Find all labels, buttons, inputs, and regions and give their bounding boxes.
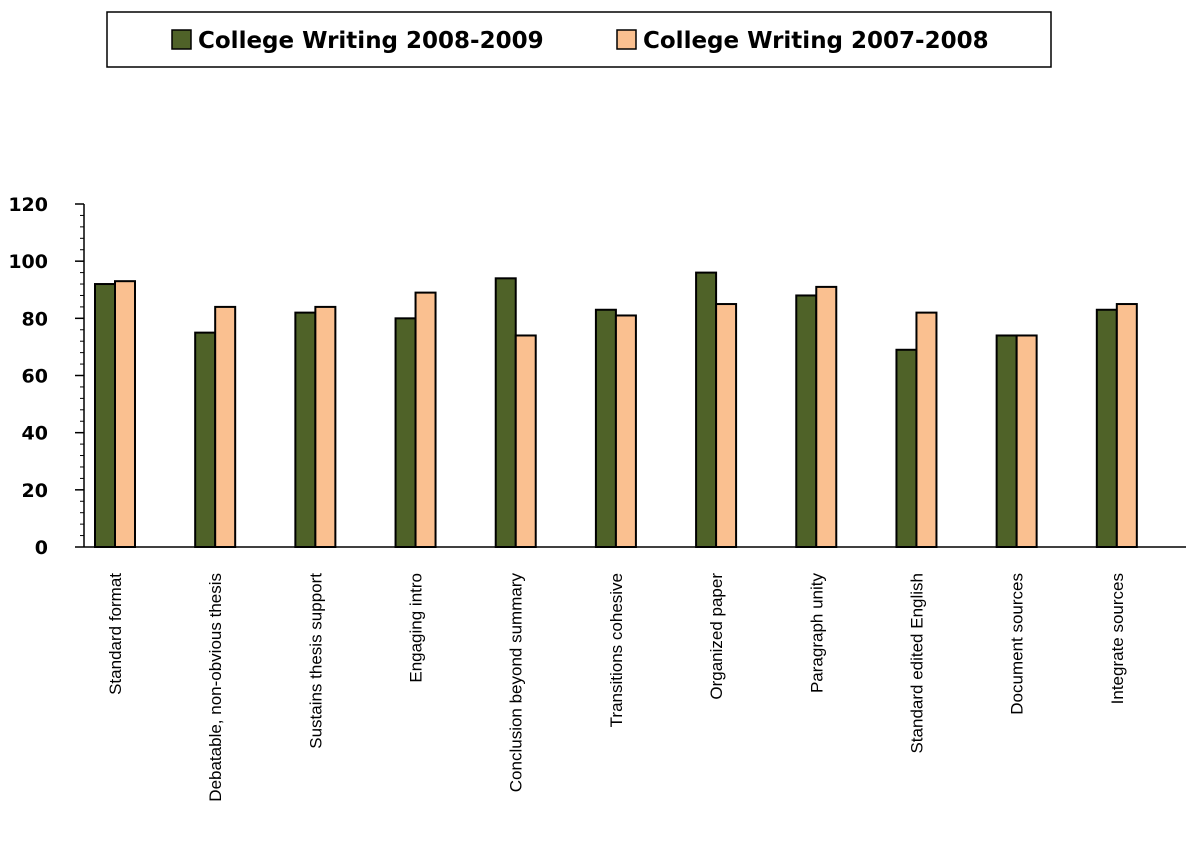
category-label: Standard format: [106, 573, 125, 695]
bar-2007-2008: [815, 285, 838, 548]
category-label: Sustains thesis support: [306, 573, 325, 749]
bar-2008-2009: [995, 334, 1018, 548]
legend-swatch-2007-2008: [616, 29, 637, 50]
category-label: Engaging intro: [407, 573, 426, 683]
category-label: Debatable, non-obvious thesis: [206, 573, 225, 802]
bar-2007-2008: [915, 311, 938, 548]
bar-2008-2009: [394, 317, 417, 549]
y-tick-label: 40: [22, 423, 48, 445]
bar-2008-2009: [1095, 308, 1118, 548]
legend-box: [106, 11, 1052, 68]
bar-2008-2009: [194, 331, 217, 548]
y-tick-label: 100: [8, 251, 48, 273]
bar-2007-2008: [214, 305, 237, 548]
bar-2008-2009: [494, 277, 517, 548]
category-label: Standard edited English: [907, 573, 926, 754]
category-labels: Standard format Debatable, non-obvious th…: [106, 573, 1127, 802]
bar-2007-2008: [514, 334, 537, 548]
category-label: Document sources: [1008, 573, 1027, 715]
bar-2007-2008: [614, 314, 637, 548]
y-tick-label: 60: [22, 366, 48, 388]
y-tick-label: 0: [35, 537, 48, 559]
bars: [94, 271, 1138, 549]
legend: College Writing 2008-2009 College Writin…: [106, 11, 1052, 68]
bar-2008-2009: [94, 283, 116, 548]
bar-2007-2008: [114, 280, 136, 548]
y-tick-label: 80: [22, 308, 48, 330]
y-tick-label: 120: [8, 194, 48, 216]
bar-2008-2009: [895, 348, 918, 548]
category-label: Transitions cohesive: [607, 573, 626, 727]
bar-2007-2008: [314, 305, 337, 548]
category-label: Conclusion beyond summary: [507, 573, 526, 793]
bar-2008-2009: [695, 271, 718, 548]
y-tick-label: 20: [22, 480, 48, 502]
bar-2008-2009: [294, 311, 317, 548]
bar-2008-2009: [594, 308, 617, 548]
category-label: Paragraph unity: [807, 573, 826, 694]
legend-swatch-2008-2009: [171, 29, 192, 50]
bar-2007-2008: [414, 291, 437, 548]
bar-2008-2009: [795, 294, 818, 549]
category-label: Integrate sources: [1108, 573, 1127, 704]
legend-label-2007-2008: College Writing 2007-2008: [643, 28, 989, 54]
category-label: Organized paper: [707, 573, 726, 700]
bar-2007-2008: [1015, 334, 1038, 548]
bar-2007-2008: [715, 303, 738, 548]
bar-2007-2008: [1115, 303, 1138, 548]
legend-label-2008-2009: College Writing 2008-2009: [198, 28, 544, 54]
